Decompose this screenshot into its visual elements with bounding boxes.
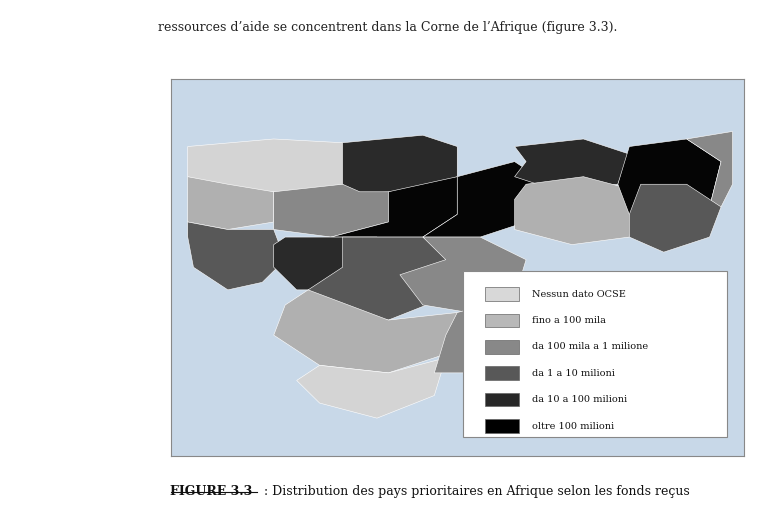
Polygon shape xyxy=(188,139,360,192)
Polygon shape xyxy=(331,177,457,237)
FancyBboxPatch shape xyxy=(485,287,518,301)
Polygon shape xyxy=(297,358,446,418)
Polygon shape xyxy=(274,237,388,290)
Polygon shape xyxy=(434,298,526,373)
Text: da 100 mila a 1 milione: da 100 mila a 1 milione xyxy=(532,342,648,352)
Polygon shape xyxy=(274,184,388,237)
FancyBboxPatch shape xyxy=(485,393,518,407)
Polygon shape xyxy=(188,222,285,290)
Text: ressources d’aide se concentrent dans la Corne de l’Afrique (figure 3.3).: ressources d’aide se concentrent dans la… xyxy=(158,21,617,34)
FancyBboxPatch shape xyxy=(463,271,727,437)
Polygon shape xyxy=(538,305,584,365)
Polygon shape xyxy=(400,237,526,312)
Polygon shape xyxy=(618,139,721,230)
FancyBboxPatch shape xyxy=(485,419,518,433)
Polygon shape xyxy=(423,161,549,237)
Text: oltre 100 milioni: oltre 100 milioni xyxy=(532,422,614,431)
FancyBboxPatch shape xyxy=(485,314,518,327)
Polygon shape xyxy=(515,139,629,192)
Polygon shape xyxy=(629,184,721,252)
Text: da 1 a 10 milioni: da 1 a 10 milioni xyxy=(532,369,615,378)
Polygon shape xyxy=(515,177,641,245)
Text: FIGURE 3.3: FIGURE 3.3 xyxy=(170,485,253,498)
Text: Nessun dato OCSE: Nessun dato OCSE xyxy=(532,290,625,299)
FancyBboxPatch shape xyxy=(485,366,518,380)
Polygon shape xyxy=(188,177,274,230)
Polygon shape xyxy=(343,135,457,192)
Text: fino a 100 mila: fino a 100 mila xyxy=(532,316,606,325)
Text: da 10 a 100 milioni: da 10 a 100 milioni xyxy=(532,395,627,404)
Polygon shape xyxy=(274,290,457,373)
Polygon shape xyxy=(687,132,732,207)
FancyBboxPatch shape xyxy=(485,340,518,354)
Polygon shape xyxy=(308,237,457,320)
Text: : Distribution des pays prioritaires en Afrique selon les fonds reçus: : Distribution des pays prioritaires en … xyxy=(260,485,690,498)
